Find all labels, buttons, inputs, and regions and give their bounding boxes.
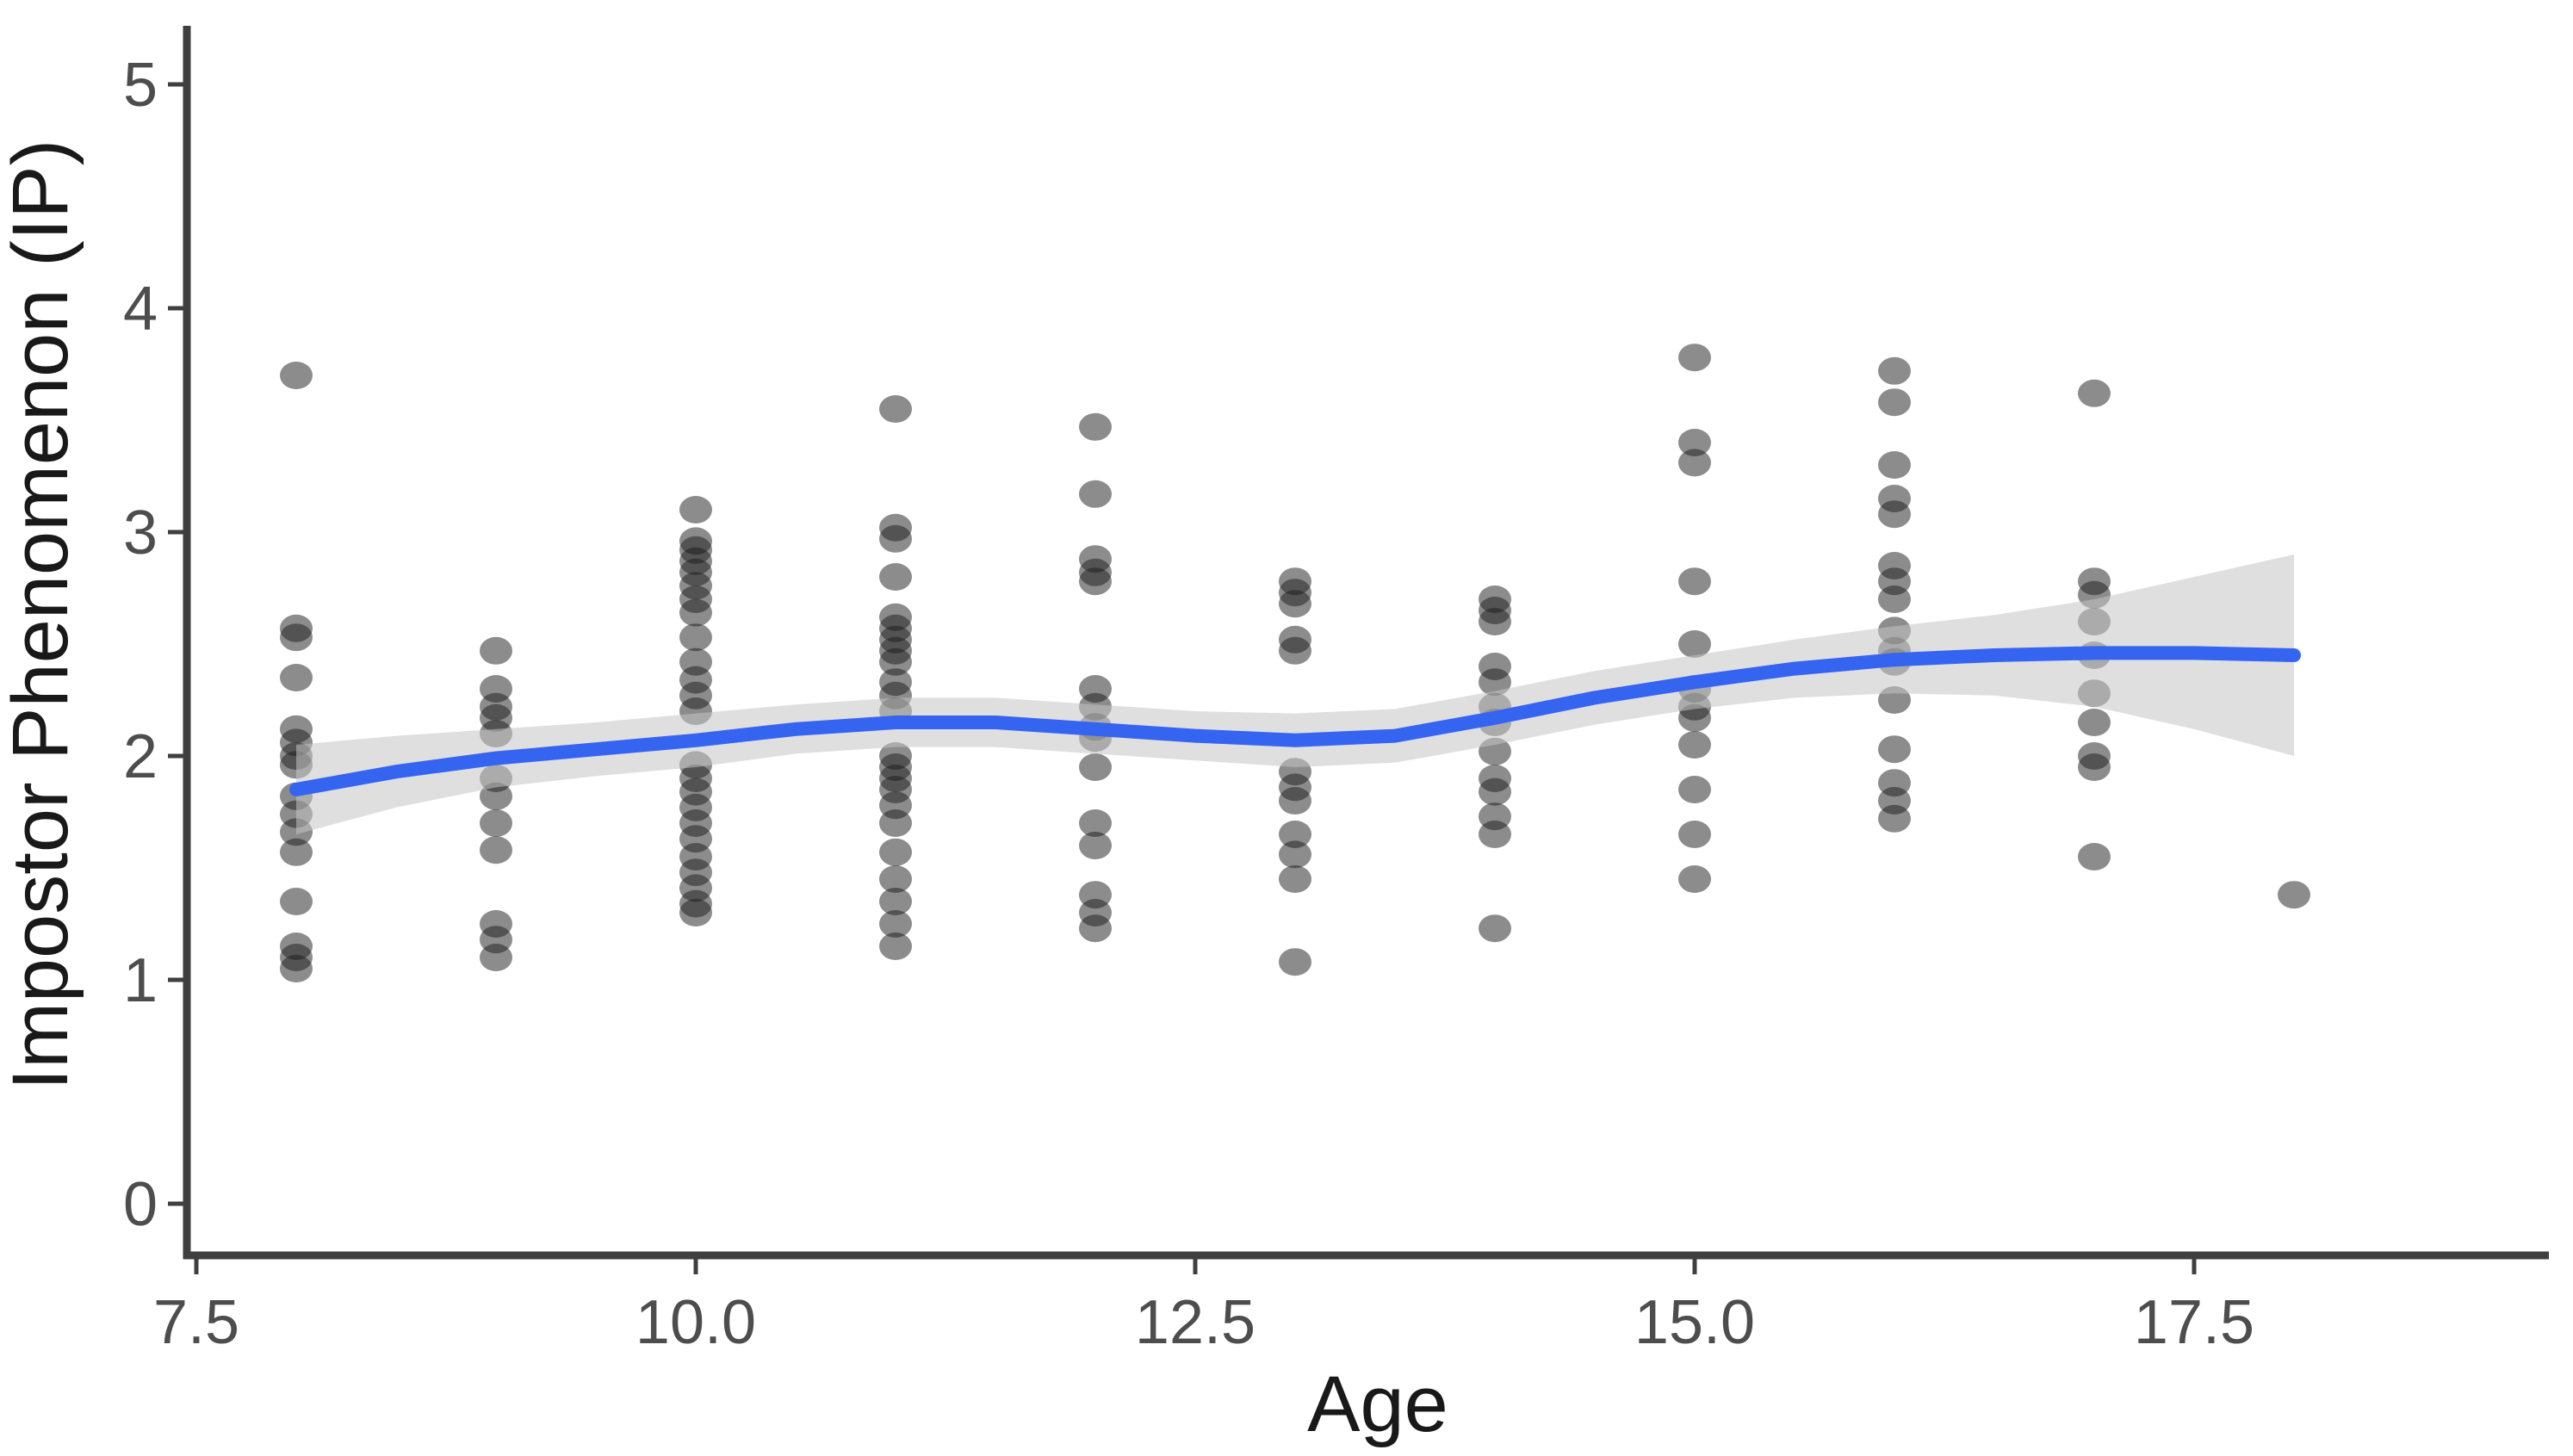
- data-point: [1079, 832, 1112, 859]
- data-point: [879, 888, 912, 915]
- data-point: [1079, 914, 1112, 943]
- y-tick-label: 4: [123, 275, 158, 344]
- tick-labels-layer: 7.5 10.0 12.5 15.0 17.5 0 1 2 3 4 5: [123, 51, 2254, 1357]
- data-point: [480, 944, 512, 971]
- y-axis-title: Impostor Phenomenon (IP): [0, 139, 84, 1091]
- data-point: [1878, 735, 1911, 764]
- data-point: [2278, 881, 2310, 909]
- x-tick-label: 12.5: [1135, 1288, 1256, 1357]
- data-point: [879, 838, 912, 866]
- data-point: [1079, 480, 1112, 508]
- data-point: [1279, 787, 1311, 815]
- loess-smooth-layer: [289, 646, 2301, 796]
- loess-smooth-line: [289, 646, 2301, 796]
- data-point: [2078, 753, 2111, 781]
- data-point: [879, 932, 912, 960]
- data-point: [1678, 703, 1711, 732]
- data-point: [879, 395, 912, 423]
- data-point: [1678, 731, 1711, 759]
- data-point: [280, 623, 313, 652]
- data-point: [879, 563, 912, 591]
- y-tick-label: 3: [123, 499, 158, 567]
- data-point: [480, 636, 512, 665]
- data-point: [679, 899, 712, 926]
- data-point: [1479, 778, 1511, 806]
- data-point: [480, 782, 512, 810]
- tick-marks-layer: [168, 82, 2197, 1274]
- data-point: [2078, 843, 2111, 871]
- data-point: [1678, 776, 1711, 803]
- data-point: [1279, 821, 1311, 848]
- data-point: [1479, 608, 1511, 635]
- data-point: [280, 955, 313, 982]
- x-tick-label: 15.0: [1634, 1288, 1755, 1357]
- data-point: [1079, 567, 1112, 596]
- data-point: [280, 362, 313, 389]
- data-point: [1878, 804, 1911, 833]
- data-point: [879, 809, 912, 837]
- y-tick-label: 5: [123, 51, 158, 120]
- x-tick-label: 17.5: [2134, 1288, 2254, 1357]
- data-point: [1279, 948, 1311, 976]
- data-point: [480, 836, 512, 864]
- data-point: [1678, 865, 1711, 893]
- data-point: [1079, 753, 1112, 781]
- y-tick-label: 2: [123, 722, 158, 791]
- data-point: [1678, 630, 1711, 658]
- data-point: [1678, 344, 1711, 372]
- data-point: [879, 524, 912, 553]
- data-point: [1678, 567, 1711, 596]
- data-point: [280, 888, 313, 915]
- data-point: [879, 910, 912, 938]
- data-point: [1079, 412, 1112, 441]
- x-tick-label: 7.5: [153, 1288, 239, 1357]
- axes-layer: [183, 26, 2549, 1260]
- y-tick-label: 0: [123, 1170, 158, 1239]
- data-point: [1479, 914, 1511, 943]
- data-point: [679, 598, 712, 627]
- x-tick-label: 10.0: [636, 1288, 756, 1357]
- data-point: [1678, 821, 1711, 848]
- data-point: [879, 865, 912, 893]
- data-point: [280, 838, 313, 866]
- data-point: [679, 623, 712, 652]
- data-point: [2078, 379, 2111, 407]
- data-point: [1279, 636, 1311, 665]
- data-point: [1878, 451, 1911, 479]
- data-point: [1878, 500, 1911, 529]
- data-point: [1079, 809, 1112, 837]
- data-point: [1479, 668, 1511, 697]
- data-point: [1878, 585, 1911, 613]
- x-axis-title: Age: [1307, 1360, 1448, 1448]
- y-tick-label: 1: [123, 946, 158, 1015]
- data-point: [679, 496, 712, 524]
- data-point: [1479, 821, 1511, 848]
- data-point: [1678, 449, 1711, 477]
- data-point: [1878, 356, 1911, 385]
- data-point: [1279, 840, 1311, 869]
- data-point: [1678, 429, 1711, 456]
- data-point: [2078, 709, 2111, 736]
- data-point: [480, 809, 512, 837]
- data-point: [1279, 590, 1311, 618]
- data-point: [1878, 388, 1911, 417]
- data-point: [280, 664, 313, 691]
- data-point: [1279, 865, 1311, 893]
- data-point: [879, 647, 912, 676]
